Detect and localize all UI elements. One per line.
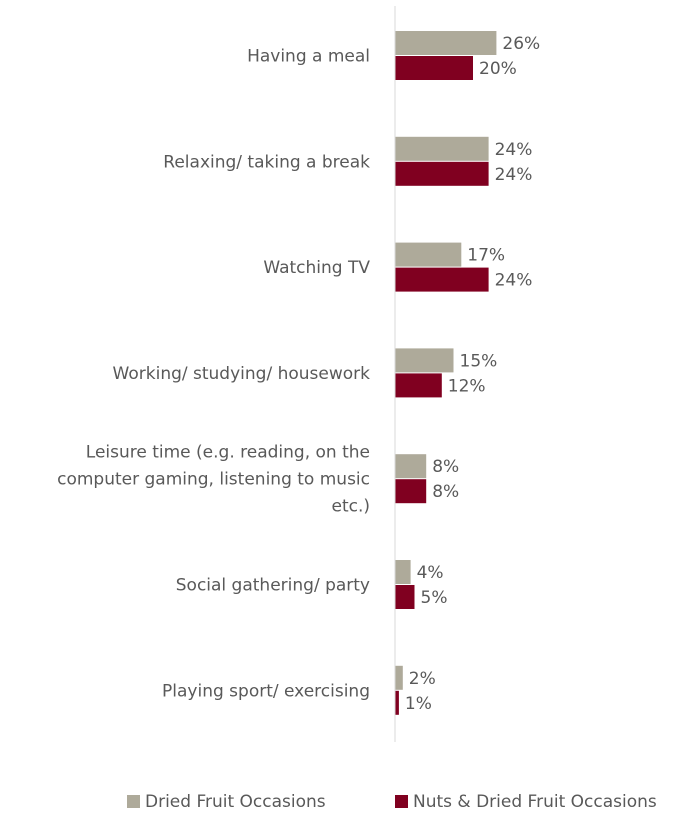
category-label-6: Social gathering/ party: [176, 576, 370, 596]
value-label-nuts-dried-fruit-3: 24%: [495, 271, 533, 291]
value-label-nuts-dried-fruit-1: 20%: [479, 59, 517, 79]
bars-layer: [395, 31, 497, 715]
category-labels-layer: Having a meal Relaxing/ taking a break Wat…: [57, 47, 370, 702]
value-label-nuts-dried-fruit-5: 8%: [432, 482, 459, 502]
legend-swatch-nuts-dried-fruit: [395, 795, 408, 808]
bar-nuts-dried-fruit-1: [395, 56, 473, 80]
category-label-5: Leisure time (e.g. reading, on the comput…: [57, 443, 370, 517]
bar-nuts-dried-fruit-2: [395, 161, 489, 186]
value-labels-layer: 26% 20% 24% 24% 17% 24% 15% 12% 8% 8% 4% 5% 2% 1%: [405, 34, 540, 714]
category-label-1: Having a meal: [247, 47, 370, 67]
bar-dried-fruit-6: [395, 560, 411, 584]
bar-dried-fruit-1: [395, 31, 497, 55]
bar-dried-fruit-4: [395, 348, 454, 373]
bar-nuts-dried-fruit-3: [395, 267, 489, 292]
value-label-nuts-dried-fruit-2: 24%: [495, 165, 533, 185]
bar-dried-fruit-7: [395, 665, 403, 690]
legend: Dried Fruit Occasions Nuts & Dried Fruit …: [127, 792, 657, 812]
category-label-3: Watching TV: [263, 258, 370, 278]
category-label-4: Working/ studying/ housework: [113, 364, 371, 384]
category-label-2: Relaxing/ taking a break: [163, 152, 370, 172]
legend-swatch-dried-fruit: [127, 795, 140, 808]
value-label-nuts-dried-fruit-4: 12%: [448, 376, 486, 396]
bar-nuts-dried-fruit-4: [395, 373, 442, 398]
value-label-dried-fruit-4: 15%: [460, 351, 498, 371]
bar-nuts-dried-fruit-5: [395, 479, 427, 504]
bar-nuts-dried-fruit-7: [395, 690, 399, 715]
value-label-dried-fruit-3: 17%: [467, 246, 505, 266]
value-label-dried-fruit-1: 26%: [502, 34, 540, 54]
value-label-nuts-dried-fruit-6: 5%: [421, 588, 448, 608]
legend-label-dried-fruit: Dried Fruit Occasions: [145, 792, 326, 812]
value-label-dried-fruit-7: 2%: [409, 669, 436, 689]
value-label-dried-fruit-2: 24%: [495, 140, 533, 160]
legend-label-nuts-dried-fruit: Nuts & Dried Fruit Occasions: [413, 792, 657, 812]
bar-dried-fruit-3: [395, 242, 462, 267]
bar-dried-fruit-2: [395, 136, 489, 161]
bar-nuts-dried-fruit-6: [395, 585, 415, 609]
value-label-dried-fruit-6: 4%: [417, 563, 444, 583]
category-label-7: Playing sport/ exercising: [162, 681, 370, 701]
value-label-nuts-dried-fruit-7: 1%: [405, 694, 432, 714]
value-label-dried-fruit-5: 8%: [432, 457, 459, 477]
bar-dried-fruit-5: [395, 454, 427, 479]
